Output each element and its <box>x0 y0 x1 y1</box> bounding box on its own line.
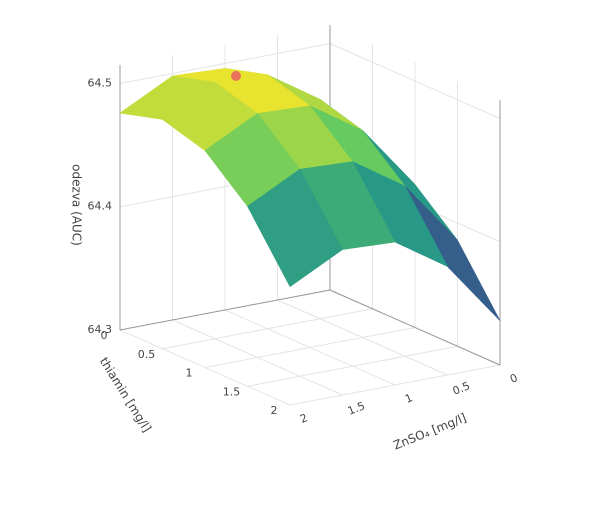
z-tick-label: 64.3 <box>88 323 113 336</box>
y-tick-label: 2 <box>271 404 278 417</box>
axis-line <box>329 289 501 366</box>
y-tick-label: 1.5 <box>223 385 241 398</box>
x-tick-label: 1 <box>403 391 414 406</box>
max-marker <box>231 70 241 81</box>
grid-line <box>204 327 416 368</box>
y-axis-title: thiamin [mg/l] <box>97 355 154 435</box>
grid-line <box>162 308 373 350</box>
surface-patch <box>247 168 343 288</box>
z-tick-label: 64.5 <box>88 76 113 89</box>
z-axis-title: odezva (AUC) <box>70 164 84 246</box>
x-tick-label: 0.5 <box>451 379 472 398</box>
axis-line <box>119 289 331 331</box>
grid-line <box>289 364 501 406</box>
y-tick-label: 0.5 <box>138 348 156 361</box>
x-tick-label: 2 <box>298 411 309 426</box>
y-tick-label: 0 <box>101 329 108 342</box>
x-axis-title: ZnSO₄ [mg/l] <box>391 411 468 453</box>
y-tick-label: 1 <box>186 367 193 380</box>
grid-line <box>119 42 331 84</box>
x-tick-label: 1.5 <box>346 399 367 418</box>
grid-line <box>329 43 501 119</box>
z-tick-label: 64.4 <box>88 200 113 213</box>
grid-line <box>247 345 458 387</box>
x-tick-label: 0 <box>508 371 519 386</box>
